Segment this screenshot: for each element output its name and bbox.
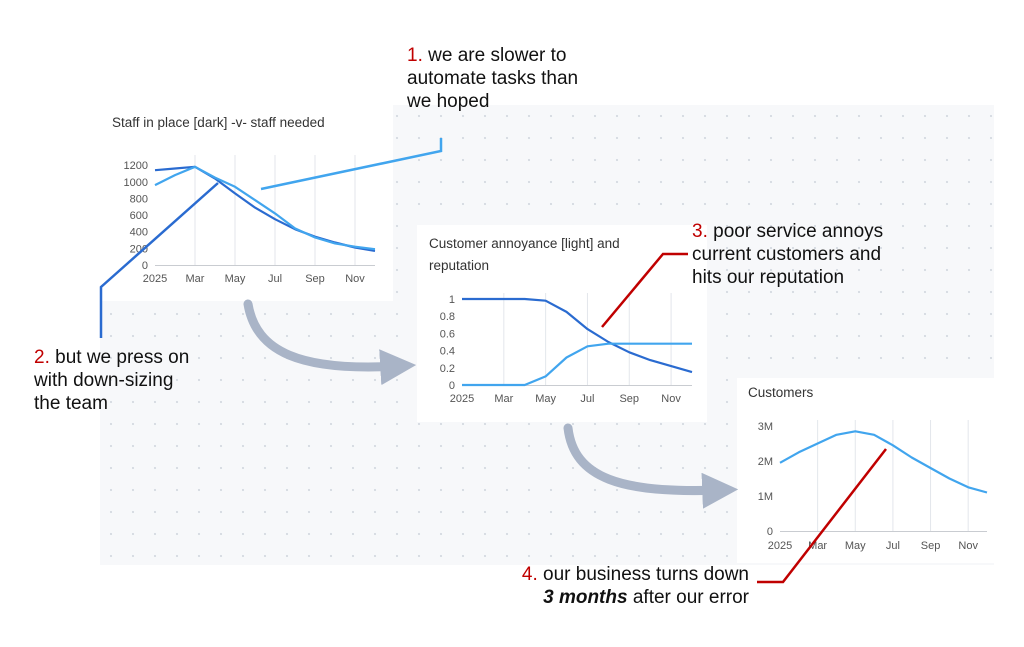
note-2-number: 2.: [34, 347, 50, 368]
x-tick-label: Mar: [186, 273, 205, 285]
x-tick-label: Nov: [661, 393, 681, 405]
customers-chart-card: Customers 2025 Mar May Jul Sep Nov 0 1M 2M 3M: [737, 378, 994, 563]
note-3-line2: current customers and: [692, 244, 882, 265]
x-tick-label: Sep: [305, 273, 325, 285]
y-tick-label: 600: [130, 210, 148, 222]
note-4-line1: our business turns down: [543, 564, 749, 585]
x-tick-label: May: [225, 273, 246, 285]
y-tick-label: 0.2: [440, 363, 455, 375]
note-1-line2: automate tasks than: [407, 68, 579, 89]
y-tick-label: 1000: [124, 177, 148, 189]
note-2-line2: with down-sizing: [34, 370, 174, 391]
note-3-connector: [601, 252, 688, 328]
note-3-number: 3.: [692, 221, 708, 242]
staff-chart: 2025 Mar May Jul Sep Nov 0 200 400 600 800 1000 1200: [124, 155, 376, 285]
note-1-number: 1.: [407, 45, 423, 66]
note-3-line1: poor service annoys: [713, 221, 884, 242]
y-tick-label: 1: [449, 294, 455, 306]
x-tick-label: May: [535, 393, 556, 405]
note-1-line3: we hoped: [407, 91, 490, 112]
y-tick-label: 200: [130, 243, 148, 255]
x-tick-label: Sep: [619, 393, 639, 405]
y-tick-label: 0.6: [440, 328, 455, 340]
note-2: 2. but we press on with down-sizing the …: [34, 346, 189, 415]
y-tick-label: 0.8: [440, 311, 455, 323]
note-4-connector: [757, 448, 887, 584]
y-tick-label: 3M: [758, 421, 773, 433]
x-tick-label: Sep: [921, 540, 941, 552]
note-2-line3: the team: [34, 393, 108, 414]
y-tick-label: 1200: [124, 160, 148, 172]
note-4-line2: after our error: [632, 587, 749, 608]
x-tick-label: Jul: [268, 273, 282, 285]
x-tick-label: Nov: [958, 540, 978, 552]
series-line-2: [154, 165, 376, 251]
x-tick-label: Mar: [494, 393, 513, 405]
note-2-line1: but we press on: [55, 347, 190, 368]
note-4-number: 4.: [521, 564, 538, 585]
x-tick-label: Jul: [886, 540, 900, 552]
y-tick-label: 0: [449, 380, 455, 392]
flow-arrow-2: [563, 423, 739, 509]
note-1: 1. we are slower to automate tasks than …: [407, 44, 578, 113]
series-line-1: [462, 297, 693, 374]
note-4-emphasis: 3 months: [543, 587, 628, 608]
series-line-2: [462, 342, 692, 387]
staff-chart-card: Staff in place [dark] -v- staff needed 2…: [100, 105, 393, 301]
series-line-1: [779, 430, 988, 494]
y-tick-label: 800: [130, 193, 148, 205]
staff-chart-title: Staff in place [dark] -v- staff needed: [112, 115, 325, 130]
y-tick-label: 1M: [758, 491, 773, 503]
x-tick-label: Jul: [580, 393, 594, 405]
x-tick-label: 2025: [143, 273, 167, 285]
note-1-connector: [260, 138, 443, 191]
annoyance-chart-title: Customer annoyance [light] and reputatio…: [429, 233, 689, 277]
note-4: 4. our business turns down 3 months afte…: [522, 563, 749, 609]
x-tick-label: May: [845, 540, 866, 552]
x-tick-label: 2025: [450, 393, 474, 405]
y-tick-label: 400: [130, 227, 148, 239]
note-1-line1: we are slower to: [428, 45, 567, 66]
note-3: 3. poor service annoys current customers…: [692, 220, 883, 289]
note-3-line3: hits our reputation: [692, 267, 845, 288]
y-tick-label: 0: [142, 260, 148, 272]
flow-arrow-1: [243, 299, 417, 386]
y-tick-label: 0.4: [440, 346, 455, 358]
x-tick-label: Nov: [345, 273, 365, 285]
y-tick-label: 0: [767, 526, 773, 538]
annoyance-chart: 2025 Mar May Jul Sep Nov 0 0.2 0.4 0.6 0.8 1: [440, 293, 693, 405]
annoyance-chart-title-line2: reputation: [429, 258, 490, 273]
y-tick-label: 2M: [758, 456, 773, 468]
customers-chart-title: Customers: [748, 385, 814, 400]
note-2-connector: [99, 182, 219, 338]
annoyance-chart-title-line1: Customer annoyance [light] and: [429, 236, 620, 251]
x-tick-label: 2025: [768, 540, 792, 552]
